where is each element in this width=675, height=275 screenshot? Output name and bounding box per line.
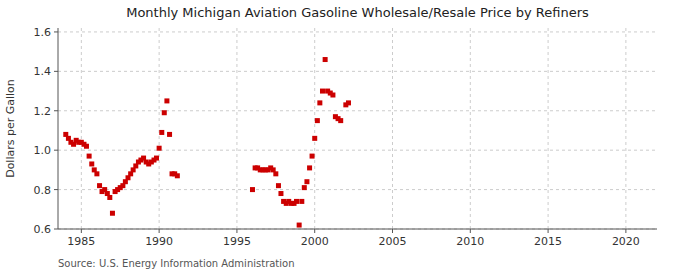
tick (625, 229, 626, 233)
point (164, 98, 169, 103)
tick (548, 229, 549, 233)
grid-line (314, 28, 315, 229)
tick (54, 189, 58, 190)
tick (54, 110, 58, 111)
tick (314, 229, 315, 233)
tick-label: 2010 (456, 235, 484, 248)
point (94, 171, 99, 176)
point (276, 183, 281, 188)
point (97, 183, 102, 188)
point (175, 173, 180, 178)
point (159, 130, 164, 135)
tick (470, 229, 471, 233)
grid-line (548, 28, 549, 229)
grid-line (625, 28, 626, 229)
point (167, 132, 172, 137)
grid-line (58, 71, 657, 72)
point (323, 57, 328, 62)
point (302, 185, 307, 190)
grid-line (58, 150, 657, 151)
tick-label: 1985 (67, 235, 95, 248)
tick (54, 150, 58, 151)
tick-label: 1.0 (34, 144, 52, 157)
grid (58, 28, 657, 229)
axes: 0.6 0.8 1.0 1.2 1.4 1.6 1985 1990 1995 2000 2005 20… (34, 26, 658, 248)
point (87, 154, 92, 159)
tick-label: 1995 (223, 235, 251, 248)
grid-line (236, 28, 237, 229)
tick-label: 1990 (145, 235, 173, 248)
tick-label: 1.2 (34, 105, 52, 118)
x-axis-line (58, 229, 657, 230)
tick (81, 229, 82, 233)
tick (392, 229, 393, 233)
point (330, 93, 335, 98)
tick (54, 31, 58, 32)
grid-line (58, 229, 657, 230)
point (315, 118, 320, 123)
tick-label: 1.6 (34, 26, 52, 39)
point (297, 223, 302, 228)
point (162, 110, 167, 115)
tick (159, 229, 160, 233)
point (278, 191, 283, 196)
tick (236, 229, 237, 233)
point (110, 211, 115, 216)
point (346, 100, 351, 105)
grid-line (470, 28, 471, 229)
tick-label: 2000 (301, 235, 329, 248)
tick-label: 2015 (534, 235, 562, 248)
tick (54, 71, 58, 72)
grid-line (392, 28, 393, 229)
point (89, 161, 94, 166)
point (294, 199, 299, 204)
point (310, 154, 315, 159)
chart: 0.6 0.8 1.0 1.2 1.4 1.6 1985 1990 1995 2000 2005 20… (0, 0, 675, 275)
tick-label: 0.6 (34, 223, 52, 236)
point (307, 165, 312, 170)
tick (54, 229, 58, 230)
grid-line (81, 28, 82, 229)
tick-label: 1.4 (34, 65, 52, 78)
point (154, 156, 159, 161)
point (304, 179, 309, 184)
point (320, 89, 325, 94)
tick-label: 2005 (379, 235, 407, 248)
point (312, 136, 317, 141)
grid-line (58, 31, 657, 32)
grid-line (159, 28, 160, 229)
y-axis-line (58, 28, 59, 229)
y-axis-label: Dollars per Gallon (4, 79, 17, 178)
point (273, 171, 278, 176)
source: Source: U.S. Energy Information Administ… (58, 258, 295, 269)
point (84, 144, 89, 149)
point (157, 146, 162, 151)
tick-label: 0.8 (34, 184, 52, 197)
point (317, 100, 322, 105)
grid-line (58, 110, 657, 111)
grid-line (58, 189, 657, 190)
title: Monthly Michigan Aviation Gasoline Whole… (126, 5, 589, 20)
tick-label: 2020 (612, 235, 640, 248)
points (63, 57, 351, 228)
point (299, 199, 304, 204)
point (338, 118, 343, 123)
point (107, 195, 112, 200)
point (250, 187, 255, 192)
